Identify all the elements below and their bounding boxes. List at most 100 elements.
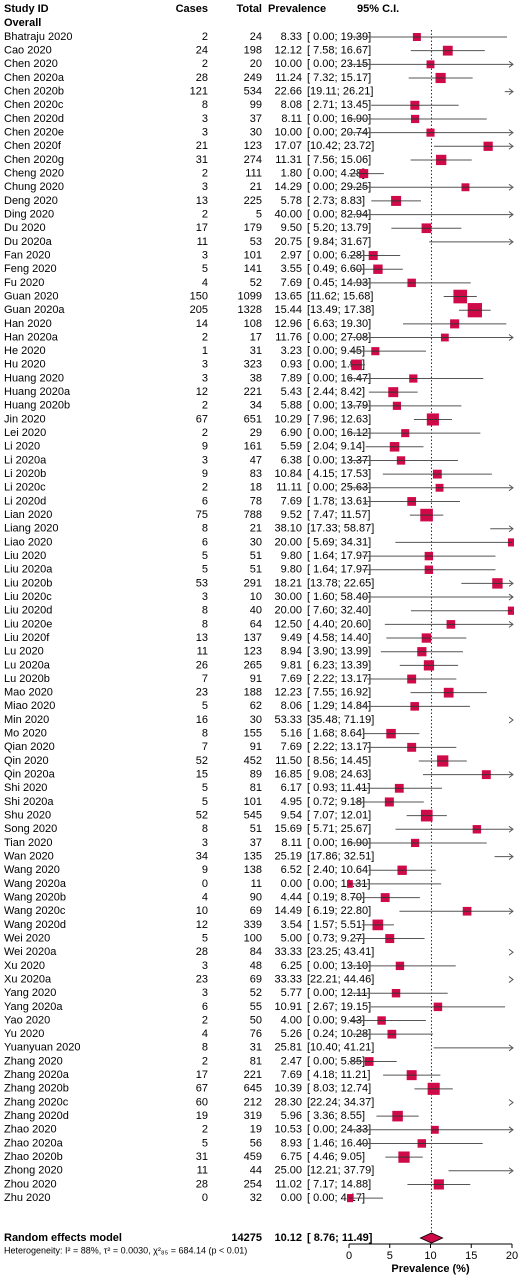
total: 52 [250, 277, 262, 289]
ci-label: [ 1.46; 16.40] [307, 1137, 371, 1149]
cases: 7 [202, 673, 208, 685]
cases: 12 [196, 386, 208, 398]
value-label: 10.00 [274, 127, 302, 139]
ci-arrow [508, 238, 514, 246]
value-label: 5.77 [281, 987, 302, 999]
study-label: Xu 2020a [4, 973, 52, 985]
cases: 4 [202, 277, 208, 289]
total: 534 [244, 86, 262, 98]
value-label: 5.78 [281, 195, 302, 207]
total: 69 [250, 973, 262, 985]
ci-label: [ 2.04; 9.14] [307, 441, 365, 453]
value-label: 16.85 [274, 769, 302, 781]
ci-arrow [508, 853, 514, 860]
value-label: 9.50 [281, 222, 302, 234]
value-label: 10.53 [274, 1124, 302, 1136]
ci-label: [ 0.00; 16.47] [307, 372, 371, 384]
ci-label: [ 2.22; 13.17] [307, 673, 371, 685]
ci-label: [ 3.36; 8.55] [307, 1110, 365, 1122]
ci-label: [ 7.17; 14.88] [307, 1178, 371, 1190]
ci-label: [11.62; 15.68] [307, 290, 373, 302]
value-label: 6.52 [281, 864, 302, 876]
total: 89 [250, 769, 262, 781]
study-label: Wang 2020 [4, 864, 60, 876]
ci-label: [ 0.00; 23.15] [307, 58, 371, 70]
summary-label: Random effects model [4, 1232, 122, 1244]
value-label: 9.54 [281, 810, 302, 822]
value-label: 20.00 [274, 536, 302, 548]
study-label: Chen 2020c [4, 99, 64, 111]
ci-label: [ 0.00; 11.31] [307, 878, 370, 890]
cases: 34 [196, 851, 208, 863]
value-label: 15.44 [274, 304, 302, 316]
study-label: Wang 2020b [4, 891, 66, 903]
ci-label: [ 0.00; 16.90] [307, 113, 371, 125]
study-label: He 2020 [4, 345, 46, 357]
cases: 2 [202, 208, 208, 220]
header-value: Prevalence [268, 3, 326, 15]
total: 20 [250, 58, 262, 70]
ci-arrow [508, 825, 514, 833]
total: 452 [244, 755, 262, 767]
total: 38 [250, 372, 262, 384]
total: 1099 [238, 290, 262, 302]
total: 123 [244, 140, 262, 152]
total: 30 [250, 127, 262, 139]
total: 339 [244, 919, 262, 931]
cases: 2 [202, 31, 208, 43]
total: 225 [244, 195, 262, 207]
total: 249 [244, 72, 262, 84]
ci-label: [12.21; 37.79] [307, 1165, 374, 1177]
ci-label: [17.86; 32.51] [307, 851, 374, 863]
ci-label: [ 0.00; 13.37] [307, 454, 371, 466]
ci-label: [ 0.00; 19.39] [307, 31, 371, 43]
ci-label: [ 5.20; 13.79] [307, 222, 371, 234]
study-label: Wei 2020a [4, 946, 57, 958]
ci-arrow [508, 183, 514, 191]
cases: 13 [196, 195, 208, 207]
total: 10 [250, 591, 262, 603]
study-label: Cheng 2020 [4, 168, 64, 180]
cases: 7 [202, 741, 208, 753]
cases: 2 [202, 1014, 208, 1026]
value-label: 13.65 [274, 290, 302, 302]
summary-diamond [419, 1232, 444, 1244]
cases: 9 [202, 864, 208, 876]
total: 11 [251, 878, 262, 890]
ci-label: [ 0.00; 12.11] [307, 987, 370, 999]
cases: 67 [196, 413, 208, 425]
cases: 2 [202, 58, 208, 70]
value-label: 7.69 [281, 1069, 302, 1081]
value-label: 18.21 [274, 577, 302, 589]
ci-label: [ 1.64; 17.97] [307, 564, 371, 576]
ci-arrow [508, 907, 514, 915]
ci-arrow [508, 88, 514, 96]
ci-arrow [508, 1099, 514, 1106]
study-label: Shi 2020a [4, 796, 54, 808]
cases: 19 [196, 1110, 208, 1122]
value-label: 1.80 [281, 168, 302, 180]
total: 84 [250, 946, 262, 958]
total: 645 [244, 1083, 262, 1095]
cases: 3 [202, 181, 208, 193]
ci-label: [17.33; 58.87] [307, 523, 374, 535]
total: 1328 [238, 304, 262, 316]
cases: 3 [202, 249, 208, 261]
ci-label: [ 0.00; 4.28] [307, 168, 365, 180]
ci-label: [ 0.00; 16.12] [307, 427, 371, 439]
cases: 12 [196, 919, 208, 931]
value-label: 12.12 [274, 45, 302, 57]
total: 18 [250, 482, 262, 494]
ci-label: [ 2.67; 19.15] [307, 1001, 371, 1013]
study-label: Zhang 2020a [4, 1069, 70, 1081]
cases: 0 [202, 878, 208, 890]
study-label: Yang 2020 [4, 987, 56, 999]
value-label: 3.23 [281, 345, 302, 357]
ci-label: [ 7.60; 32.40] [307, 605, 371, 617]
study-label: Guan 2020 [4, 290, 58, 302]
value-label: 11.02 [275, 1178, 302, 1190]
study-label: Song 2020 [4, 823, 57, 835]
study-label: Xu 2020 [4, 960, 45, 972]
total: 29 [250, 427, 262, 439]
study-label: Li 2020d [4, 495, 46, 507]
